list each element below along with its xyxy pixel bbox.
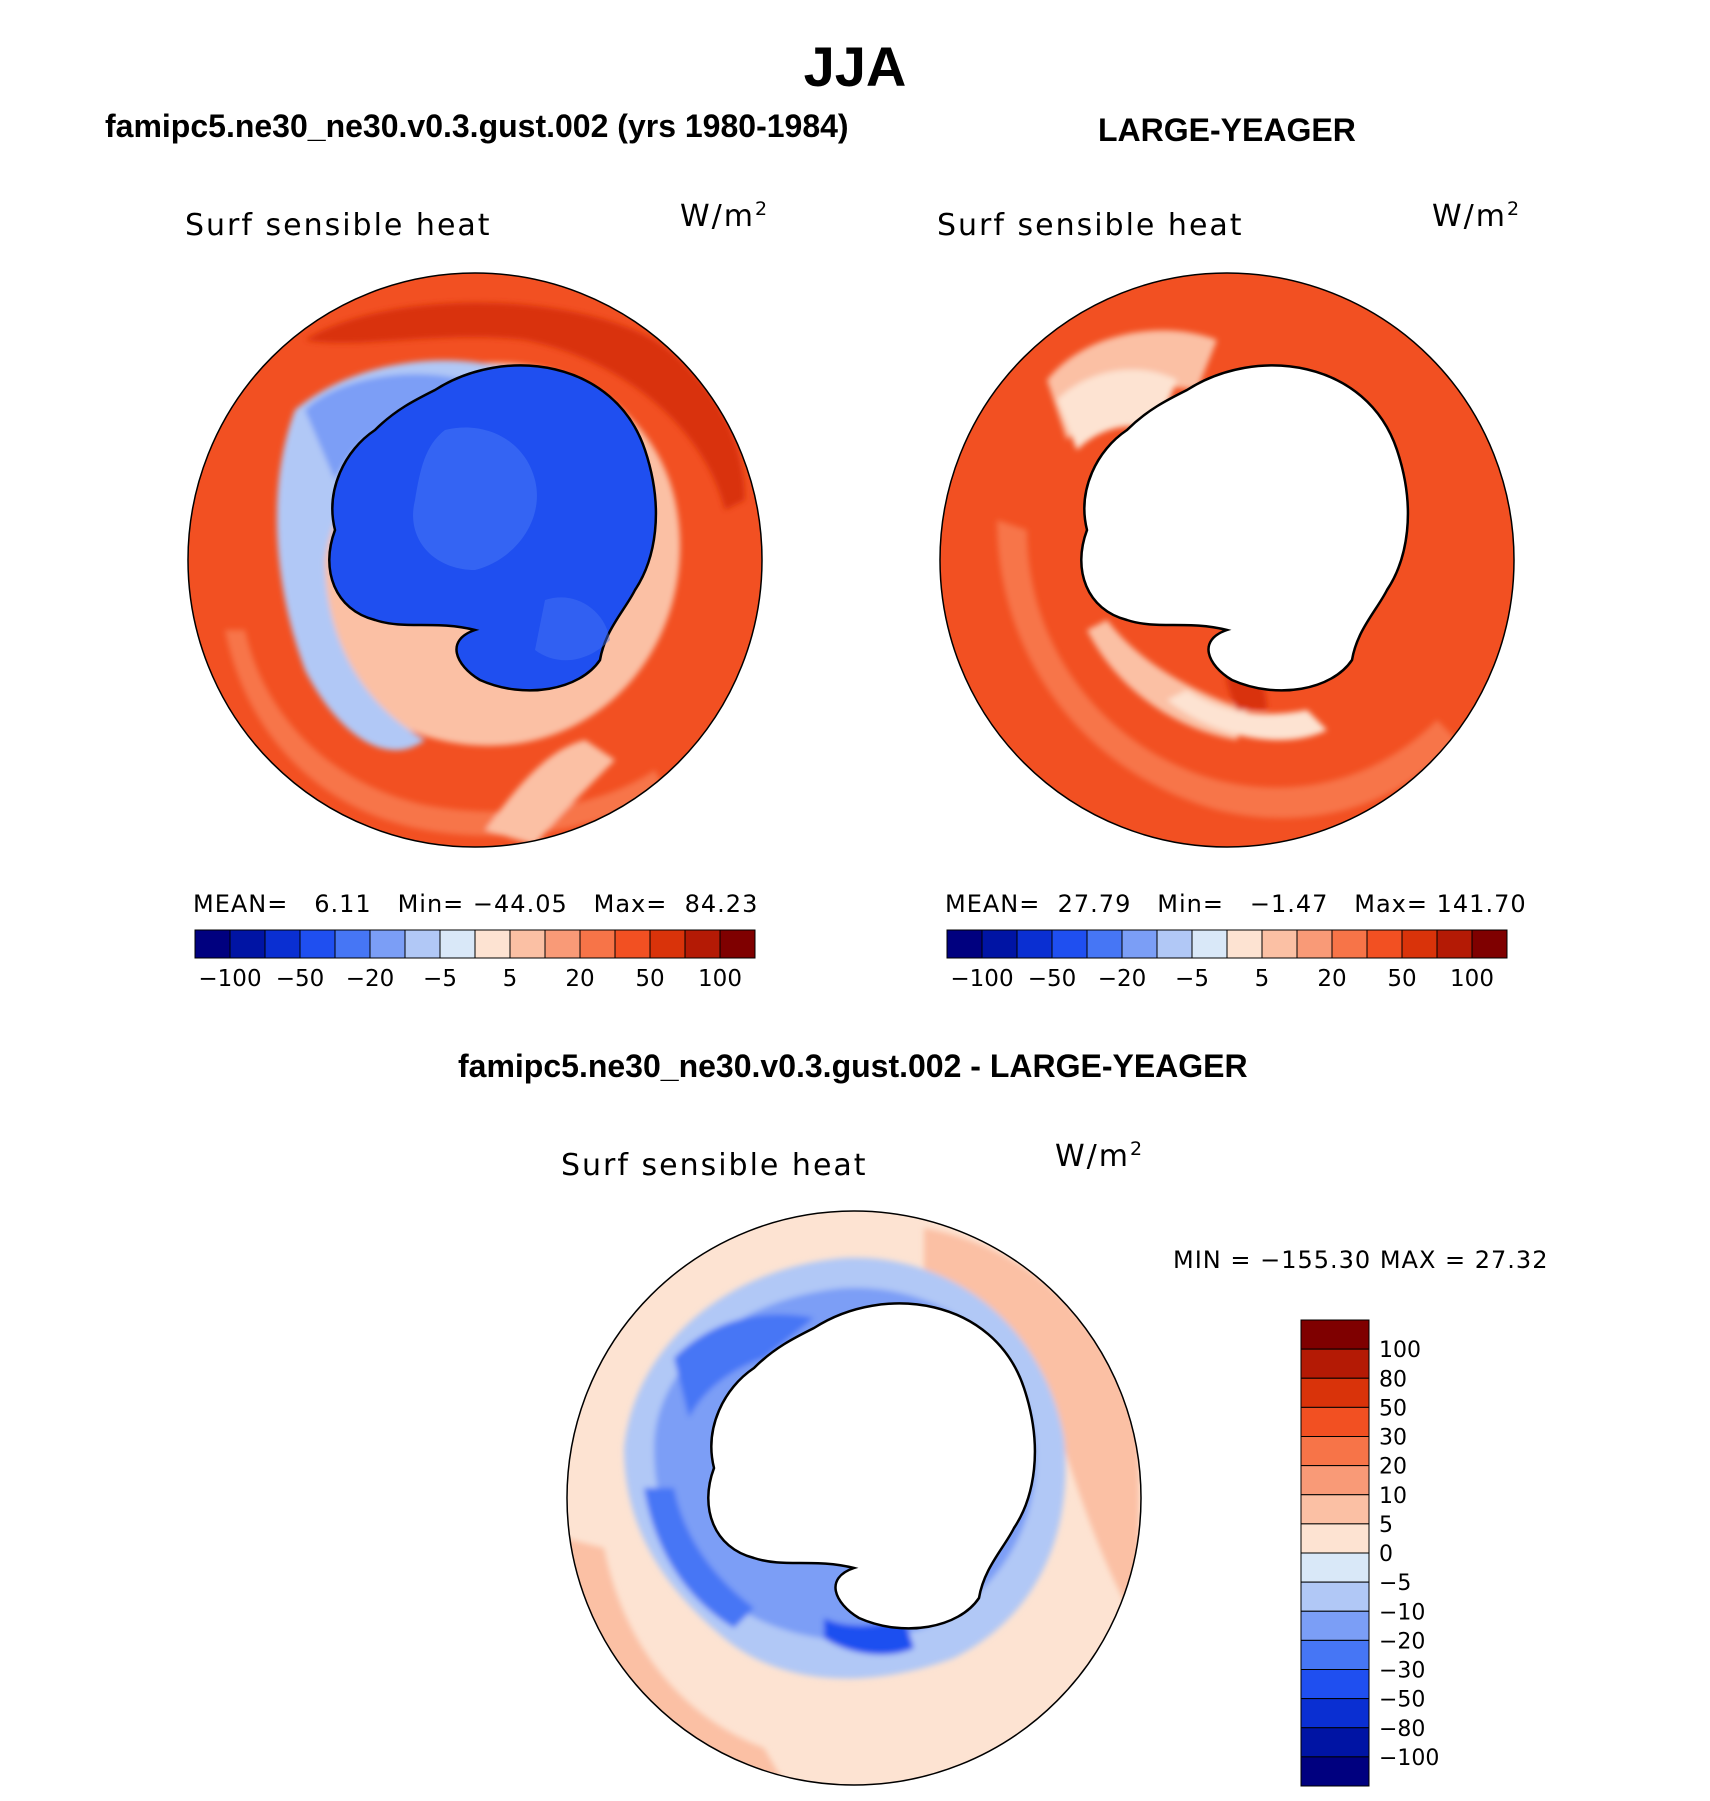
colorbar-swatch	[1296, 929, 1333, 959]
main-title: JJA	[803, 35, 907, 98]
colorbar-swatch	[334, 929, 371, 959]
colorbar-swatch	[1051, 929, 1088, 959]
colorbar-tick-label: 5	[1255, 966, 1270, 992]
colorbar-swatch	[1016, 929, 1053, 959]
colorbar-tick-label: −100	[198, 966, 261, 992]
colorbar-swatch	[1300, 1581, 1370, 1612]
colorbar-swatch	[544, 929, 581, 959]
colorbar-tick-label: −5	[1379, 1571, 1411, 1596]
colorbar-tick-label: 30	[1379, 1426, 1407, 1451]
colorbar-swatch	[1300, 1698, 1370, 1729]
panel-model-units: W/m2	[680, 198, 770, 234]
colorbar-tick-label: 20	[1317, 966, 1346, 992]
colorbar-swatch	[1300, 1494, 1370, 1525]
colorbar-swatch	[1300, 1465, 1370, 1496]
colorbar-tick-label: 20	[1379, 1455, 1407, 1480]
colorbar-tick-label: 50	[1379, 1396, 1407, 1421]
colorbar-swatch	[229, 929, 266, 959]
panel-model-colorbar: −100 −50 −20 −5 5 20 50 100	[194, 929, 756, 992]
colorbar-swatch	[649, 929, 686, 959]
panel-obs-units: W/m2	[1432, 198, 1522, 234]
colorbar-swatch	[1331, 929, 1368, 959]
panel-obs-stats: MEAN= 27.79 Min= −1.47 Max= 141.70	[945, 890, 1527, 918]
colorbar-swatch	[1366, 929, 1403, 959]
colorbar-swatch	[1300, 1610, 1370, 1641]
colorbar-swatch	[1300, 1727, 1370, 1758]
colorbar-swatch	[946, 929, 983, 959]
colorbar-swatch	[299, 929, 336, 959]
colorbar-swatch	[1300, 1348, 1370, 1379]
colorbar-swatch	[439, 929, 476, 959]
panel-obs-variable: Surf sensible heat	[937, 208, 1244, 243]
colorbar-tick-label: −80	[1379, 1717, 1425, 1742]
colorbar-swatch	[1300, 1377, 1370, 1408]
colorbar-swatch	[474, 929, 511, 959]
panel-diff-stats: MIN = −155.30 MAX = 27.32	[1173, 1246, 1549, 1274]
panel-model-variable: Surf sensible heat	[185, 208, 492, 243]
colorbar-swatch	[404, 929, 441, 959]
colorbar-swatch	[1261, 929, 1298, 959]
colorbar-swatch	[509, 929, 546, 959]
colorbar-tick-label: −100	[950, 966, 1013, 992]
colorbar-tick-label: −50	[1028, 966, 1077, 992]
colorbar-swatch	[1471, 929, 1508, 959]
colorbar-swatch	[264, 929, 301, 959]
colorbar-swatch	[1300, 1552, 1370, 1583]
colorbar-swatch	[1436, 929, 1473, 959]
colorbar-swatch	[684, 929, 721, 959]
colorbar-tick-label: −5	[423, 966, 457, 992]
colorbar-tick-label: 100	[1379, 1338, 1421, 1363]
colorbar-swatch	[1300, 1756, 1370, 1787]
colorbar-tick-label: 80	[1379, 1367, 1407, 1392]
panel-model-map	[187, 272, 763, 848]
colorbar-swatch	[1300, 1669, 1370, 1700]
panel-model-heading: famipc5.ne30_ne30.v0.3.gust.002 (yrs 198…	[105, 108, 849, 144]
colorbar-swatch	[1300, 1406, 1370, 1437]
colorbar-tick-label: 50	[1387, 966, 1416, 992]
panel-diff-variable: Surf sensible heat	[561, 1148, 868, 1183]
colorbar-tick-label: −20	[1098, 966, 1147, 992]
panel-obs-map	[939, 272, 1515, 848]
colorbar-tick-label: −20	[346, 966, 395, 992]
panel-diff-map	[566, 1210, 1142, 1786]
panel-obs-colorbar: −100 −50 −20 −5 5 20 50 100	[946, 929, 1508, 992]
colorbar-tick-label: −100	[1379, 1746, 1439, 1771]
colorbar-swatch	[1086, 929, 1123, 959]
colorbar-tick-label: −10	[1379, 1600, 1425, 1625]
colorbar-swatch	[1156, 929, 1193, 959]
colorbar-tick-label: 5	[503, 966, 518, 992]
colorbar-swatch	[981, 929, 1018, 959]
colorbar-tick-label: 5	[1379, 1513, 1393, 1538]
panel-model-stats: MEAN= 6.11 Min= −44.05 Max= 84.23	[193, 890, 759, 918]
colorbar-tick-label: −50	[1379, 1688, 1425, 1713]
colorbar-tick-label: 100	[1450, 966, 1494, 992]
colorbar-swatch	[1300, 1523, 1370, 1554]
colorbar-swatch	[1300, 1319, 1370, 1350]
colorbar-tick-label: 0	[1379, 1542, 1393, 1567]
colorbar-swatch	[1401, 929, 1438, 959]
colorbar-tick-label: −50	[276, 966, 325, 992]
colorbar-swatch	[614, 929, 651, 959]
colorbar-tick-label: 20	[565, 966, 594, 992]
colorbar-swatch	[719, 929, 756, 959]
colorbar-tick-label: 50	[635, 966, 664, 992]
colorbar-tick-label: −30	[1379, 1659, 1425, 1684]
colorbar-swatch	[1191, 929, 1228, 959]
colorbar-swatch	[1300, 1639, 1370, 1670]
colorbar-tick-label: −20	[1379, 1629, 1425, 1654]
colorbar-swatch	[1300, 1436, 1370, 1467]
panel-diff-heading: famipc5.ne30_ne30.v0.3.gust.002 - LARGE-…	[458, 1048, 1248, 1084]
colorbar-swatch	[579, 929, 616, 959]
colorbar-tick-label: −5	[1175, 966, 1209, 992]
panel-diff-units: W/m2	[1055, 1138, 1145, 1174]
colorbar-swatch	[1226, 929, 1263, 959]
panel-obs-heading: LARGE-YEAGER	[1098, 112, 1356, 148]
colorbar-swatch	[369, 929, 406, 959]
colorbar-swatch	[1121, 929, 1158, 959]
colorbar-swatch	[194, 929, 231, 959]
colorbar-tick-label: 100	[698, 966, 742, 992]
colorbar-tick-label: 10	[1379, 1484, 1407, 1509]
